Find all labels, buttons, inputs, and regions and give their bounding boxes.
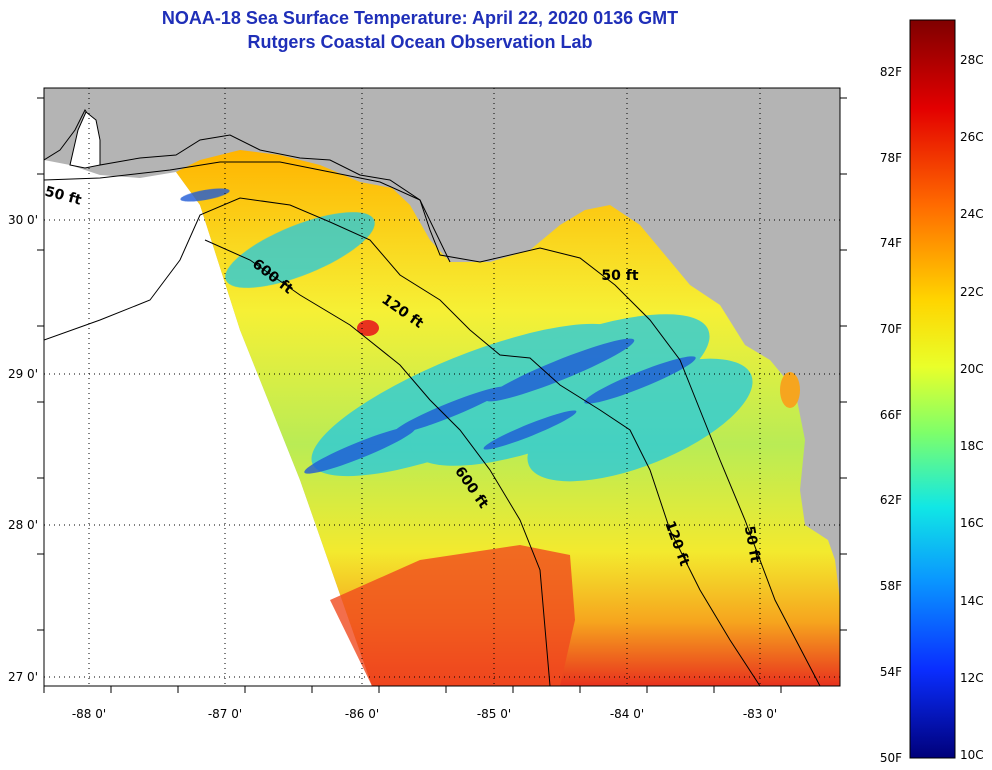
colorbar-fahrenheit-label: 50F [880,751,902,765]
coastline [44,109,451,263]
colorbar-fahrenheit-label: 54F [880,665,902,679]
cold-streaks [180,188,696,474]
lon-tick-label: -85 0' [477,707,511,721]
colorbar [909,19,956,759]
contour-line-50ft [44,161,821,686]
contour-label: 50 ft [741,525,763,565]
colorbar-fahrenheit-label: 78F [880,151,902,165]
colorbar-celsius-label: 26C [960,130,984,144]
colorbar-celsius-label: 16C [960,516,984,530]
colorbar-celsius-label: 28C [960,53,984,67]
graticule [37,88,847,693]
colorbar-celsius-label: 22C [960,285,984,299]
lon-tick-label: -87 0' [208,707,242,721]
lat-tick-label: 27 0' [8,670,38,684]
lon-tick-label: -83 0' [743,707,777,721]
warm-coastal-patch [780,372,800,408]
axis-labels: -88 0' -87 0' -86 0' -85 0' -84 0' -83 0' 30 0… [8,213,777,721]
colorbar-fahrenheit-label: 62F [880,493,902,507]
lat-tick-label: 28 0' [8,518,38,532]
colorbar-celsius-label: 12C [960,671,984,685]
gulf-water-no-data [44,160,372,686]
colorbar-fahrenheit-label: 74F [880,236,902,250]
colorbar-fahrenheit-label: 66F [880,408,902,422]
lon-tick-label: -88 0' [72,707,106,721]
lat-tick-label: 29 0' [8,367,38,381]
warm-southern-water [330,545,575,686]
colorbar-celsius-label: 20C [960,362,984,376]
lat-tick-label: 30 0' [8,213,38,227]
colorbar-celsius-label: 14C [960,594,984,608]
colorbar-celsius-label: 10C [960,748,984,762]
colorbar-fahrenheit-label: 82F [880,65,902,79]
colorbar-celsius-label: 18C [960,439,984,453]
lon-tick-label: -86 0' [345,707,379,721]
contour-line-120ft [44,197,761,686]
colorbar-celsius-label: 24C [960,207,984,221]
contour-label: 50 ft [601,268,638,284]
colorbar-fahrenheit-label: 58F [880,579,902,593]
mobile-bay-outline [69,111,101,169]
plot-frame [43,87,841,687]
map-title: NOAA-18 Sea Surface Temperature: April 2… [161,8,679,28]
colorbar-labels: 82F 78F 74F 70F 66F 62F 58F 54F 50F 28C 26C 24C 22C 2… [880,53,984,765]
contour-line-600ft [204,239,551,686]
map-subtitle: Rutgers Coastal Ocean Observation Lab [247,32,593,52]
lon-tick-label: -84 0' [610,707,644,721]
colorbar-fahrenheit-label: 70F [880,322,902,336]
